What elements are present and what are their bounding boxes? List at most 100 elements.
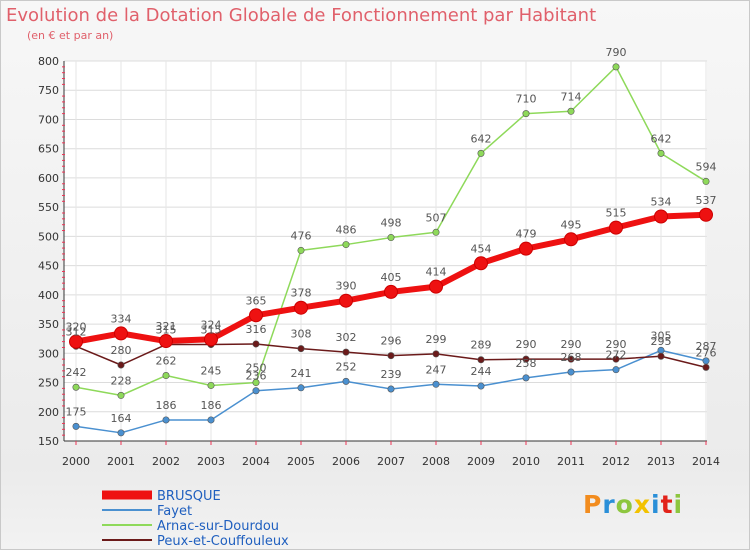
data-label: 790 — [606, 46, 627, 59]
x-tick-label: 2012 — [602, 455, 630, 468]
data-label: 324 — [201, 318, 222, 331]
data-point — [702, 363, 710, 371]
data-label: 714 — [561, 90, 582, 103]
logo-letter: i — [651, 490, 661, 519]
data-label: 175 — [66, 405, 87, 418]
data-label: 236 — [246, 370, 267, 383]
data-label: 302 — [336, 331, 357, 344]
data-point — [522, 374, 530, 382]
data-point — [702, 177, 710, 185]
data-label: 479 — [516, 228, 537, 241]
data-label: 486 — [336, 224, 357, 237]
data-label: 245 — [201, 364, 222, 377]
data-label: 476 — [291, 229, 312, 242]
data-point — [387, 352, 395, 360]
data-point — [159, 334, 173, 349]
data-point — [567, 107, 575, 115]
legend-label: Peux-et-Couffouleux — [157, 534, 289, 549]
logo-letter: t — [660, 490, 674, 519]
data-point — [342, 348, 350, 356]
data-label: 305 — [651, 329, 672, 342]
logo-letter: i — [673, 490, 684, 519]
data-point — [432, 228, 440, 236]
x-tick-label: 2006 — [332, 455, 360, 468]
y-tick-label: 500 — [38, 230, 59, 243]
x-tick-label: 2005 — [287, 455, 315, 468]
data-point — [117, 391, 125, 399]
data-label: 320 — [66, 321, 87, 334]
data-label: 268 — [561, 351, 582, 364]
data-point — [609, 220, 623, 235]
data-label: 244 — [471, 365, 492, 378]
data-point — [612, 63, 620, 71]
data-label: 537 — [696, 194, 717, 207]
data-point — [387, 385, 395, 393]
data-label: 290 — [561, 338, 582, 351]
x-tick-label: 2000 — [62, 455, 90, 468]
legend-label: Arnac-sur-Dourdou — [157, 519, 279, 534]
chart-subtitle: (en € et par an) — [27, 29, 114, 42]
data-point — [339, 293, 353, 308]
data-label: 299 — [426, 333, 447, 346]
data-point — [252, 340, 260, 348]
data-point — [612, 366, 620, 374]
data-point — [162, 372, 170, 380]
data-label: 258 — [516, 357, 537, 370]
data-label: 280 — [111, 344, 132, 357]
data-point — [342, 241, 350, 249]
data-label: 507 — [426, 211, 447, 224]
data-label: 186 — [156, 399, 177, 412]
data-point — [519, 241, 533, 256]
data-label: 312 — [66, 325, 87, 338]
x-tick-label: 2001 — [107, 455, 135, 468]
data-label: 228 — [111, 374, 132, 387]
data-point — [117, 361, 125, 369]
y-tick-label: 300 — [38, 347, 59, 360]
data-label: 287 — [696, 340, 717, 353]
y-tick-label: 700 — [38, 113, 59, 126]
legend-label: Fayet — [157, 504, 192, 519]
data-point — [522, 355, 530, 363]
data-label: 290 — [516, 338, 537, 351]
data-label: 315 — [156, 324, 177, 337]
data-label: 334 — [111, 312, 132, 325]
data-point — [252, 387, 260, 395]
logo-letter: r — [602, 490, 616, 519]
y-tick-label: 200 — [38, 406, 59, 419]
data-point — [342, 377, 350, 385]
logo-letter: P — [583, 490, 603, 519]
data-label: 242 — [66, 366, 87, 379]
data-point — [477, 382, 485, 390]
data-point — [384, 284, 398, 299]
x-tick-label: 2014 — [692, 455, 720, 468]
data-label: 495 — [561, 218, 582, 231]
data-label: 250 — [246, 362, 267, 375]
y-tick-label: 800 — [38, 55, 59, 68]
data-label: 276 — [696, 346, 717, 359]
proxiti-logo: Proxiti — [583, 490, 683, 519]
data-label: 315 — [201, 324, 222, 337]
y-tick-label: 250 — [38, 377, 59, 390]
data-point — [657, 149, 665, 157]
data-point — [387, 234, 395, 242]
data-point — [432, 350, 440, 358]
data-point — [432, 380, 440, 388]
data-label: 594 — [696, 160, 717, 173]
data-point — [567, 368, 575, 376]
x-tick-label: 2008 — [422, 455, 450, 468]
data-point — [522, 110, 530, 118]
data-point — [69, 334, 83, 349]
x-tick-label: 2003 — [197, 455, 225, 468]
data-label: 296 — [381, 335, 402, 348]
y-tick-label: 450 — [38, 260, 59, 273]
y-tick-label: 650 — [38, 143, 59, 156]
data-point — [477, 356, 485, 364]
data-label: 454 — [471, 242, 492, 255]
y-tick-label: 400 — [38, 289, 59, 302]
data-point — [207, 416, 215, 424]
data-label: 241 — [291, 367, 312, 380]
x-tick-label: 2010 — [512, 455, 540, 468]
x-tick-label: 2009 — [467, 455, 495, 468]
data-point — [162, 416, 170, 424]
data-point — [294, 300, 308, 315]
